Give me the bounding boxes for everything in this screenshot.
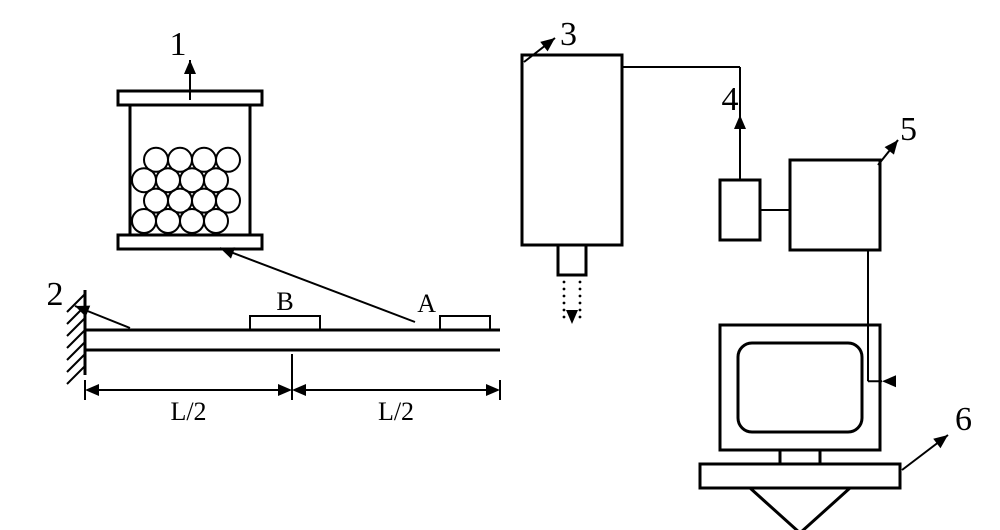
annotations: A B L/2 L/2 bbox=[170, 287, 436, 426]
computer bbox=[700, 325, 900, 530]
label-5: 5 bbox=[900, 111, 917, 148]
particle-damper bbox=[118, 91, 262, 249]
label-3: 3 bbox=[560, 16, 577, 53]
data-acquisition bbox=[790, 160, 880, 250]
label-B: B bbox=[276, 287, 293, 316]
label-A: A bbox=[417, 289, 436, 318]
label-2: 2 bbox=[47, 276, 64, 313]
signal-conditioner bbox=[720, 180, 760, 240]
dim-L2-left: L/2 bbox=[170, 397, 206, 426]
label-1: 1 bbox=[170, 26, 187, 63]
label-6: 6 bbox=[955, 401, 972, 438]
label-4: 4 bbox=[722, 81, 739, 118]
dim-L2-right: L/2 bbox=[378, 397, 414, 426]
laser-sensor bbox=[522, 55, 622, 324]
